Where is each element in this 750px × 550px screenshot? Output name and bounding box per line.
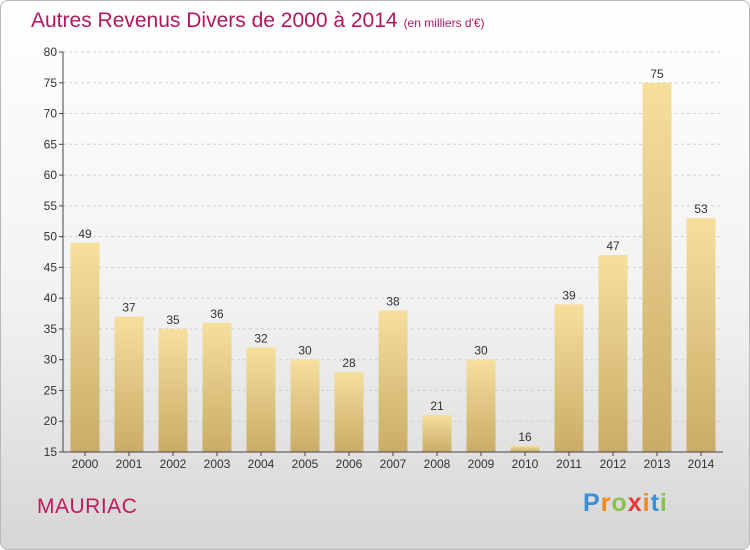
x-tick-label: 2007 [380, 457, 407, 471]
labels: 15 20 25 30 35 40 45 50 55 60 65 70 75 80 49 2000 37 2001… [44, 45, 715, 471]
y-tick-label: 45 [44, 260, 58, 274]
axes [59, 51, 723, 456]
data-label: 36 [210, 307, 224, 321]
data-label: 32 [254, 331, 268, 345]
logo-letter: i [659, 489, 668, 517]
data-label: 38 [386, 294, 400, 308]
data-label: 37 [122, 301, 136, 315]
data-label: 30 [298, 344, 312, 358]
x-tick-label: 2003 [204, 457, 231, 471]
chart-title: Autres Revenus Divers de 2000 à 2014 (en … [31, 9, 485, 33]
title-main: Autres Revenus Divers de 2000 à 2014 [31, 9, 398, 32]
data-label: 35 [166, 313, 180, 327]
y-tick-label: 40 [44, 291, 58, 305]
x-tick-label: 2014 [688, 457, 715, 471]
x-tick-label: 2002 [160, 457, 187, 471]
bar-2013 [642, 82, 672, 453]
data-label: 21 [430, 399, 444, 413]
x-tick-label: 2009 [468, 457, 495, 471]
y-tick-label: 35 [44, 322, 58, 336]
y-tick-label: 65 [44, 137, 58, 151]
x-tick-label: 2000 [72, 457, 99, 471]
bars [70, 82, 716, 453]
x-tick-label: 2013 [644, 457, 671, 471]
logo-letter: o [611, 489, 628, 517]
y-tick-label: 75 [44, 76, 58, 90]
bar-2000 [70, 242, 100, 452]
x-tick-label: 2008 [424, 457, 451, 471]
y-tick-label: 20 [44, 414, 58, 428]
title-unit: (en milliers d'€) [403, 16, 485, 30]
bar-2005 [290, 359, 320, 452]
location-name: MAURIAC [37, 495, 138, 518]
bar-2002 [158, 328, 188, 452]
x-tick-label: 2001 [116, 457, 143, 471]
y-tick-label: 80 [44, 45, 58, 59]
logo-letter: P [583, 489, 601, 517]
bar-2010 [510, 445, 540, 452]
bar-2008 [422, 415, 452, 452]
data-label: 49 [78, 227, 92, 241]
data-label: 28 [342, 356, 356, 370]
y-tick-label: 70 [44, 107, 58, 121]
logo-letter: t [650, 489, 660, 517]
bar-2012 [598, 255, 628, 452]
y-tick-label: 55 [44, 199, 58, 213]
bar-2007 [378, 310, 408, 452]
x-tick-label: 2006 [336, 457, 363, 471]
y-tick-label: 30 [44, 353, 58, 367]
x-tick-label: 2010 [512, 457, 539, 471]
bar-2003 [202, 322, 232, 452]
bar-2004 [246, 347, 276, 452]
bar-2001 [114, 316, 144, 452]
proxiti-logo[interactable]: Proxiti [583, 489, 668, 518]
data-label: 39 [562, 288, 576, 302]
data-label: 16 [518, 430, 532, 444]
bar-2014 [686, 218, 716, 452]
logo-letter: i [642, 489, 651, 517]
data-label: 75 [650, 67, 664, 81]
y-tick-label: 60 [44, 168, 58, 182]
y-tick-label: 15 [44, 445, 58, 459]
x-tick-label: 2005 [292, 457, 319, 471]
y-tick-label: 25 [44, 383, 58, 397]
x-tick-label: 2011 [556, 457, 582, 471]
data-label: 30 [474, 344, 488, 358]
data-label: 47 [606, 239, 620, 253]
bar-2006 [334, 372, 364, 452]
logo-letter: x [627, 489, 643, 517]
data-label: 53 [694, 202, 708, 216]
x-tick-label: 2012 [600, 457, 627, 471]
bar-2009 [466, 359, 496, 452]
x-tick-label: 2004 [248, 457, 275, 471]
y-tick-label: 50 [44, 230, 58, 244]
logo-letter: r [600, 489, 612, 517]
bar-2011 [554, 304, 584, 452]
